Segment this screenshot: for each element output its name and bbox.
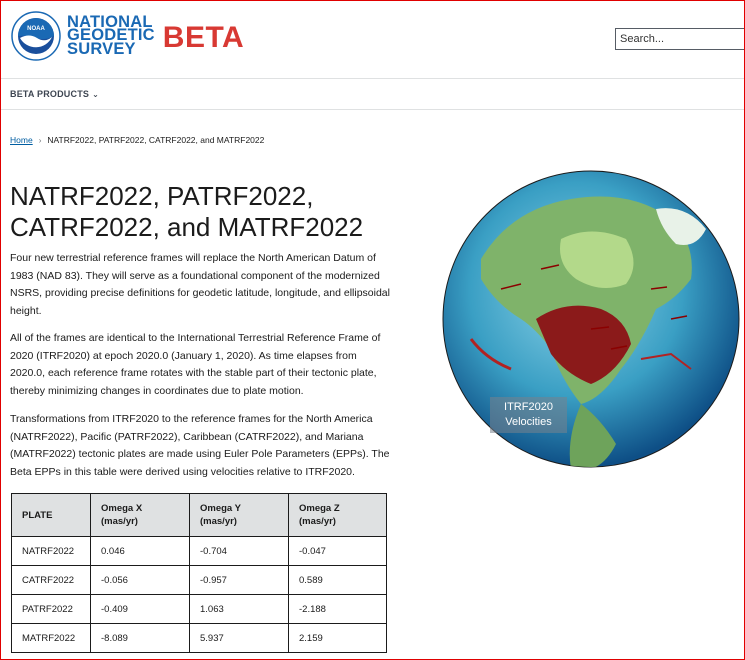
table-cell: -8.089 bbox=[90, 623, 190, 653]
header-omega-x: Omega X (mas/yr) bbox=[90, 493, 190, 537]
table-cell: 0.046 bbox=[90, 536, 190, 566]
search-input[interactable] bbox=[615, 28, 744, 50]
header-unit: (mas/yr) bbox=[200, 516, 237, 527]
site-logo[interactable]: NOAA NATIONAL GEODETIC SURVEY BETA bbox=[11, 11, 244, 61]
table-cell: -0.704 bbox=[189, 536, 289, 566]
breadcrumb: Home › NATRF2022, PATRF2022, CATRF2022, … bbox=[10, 135, 264, 145]
beta-label: BETA bbox=[162, 21, 245, 54]
transformations-paragraph: Transformations from ITRF2020 to the ref… bbox=[10, 413, 390, 478]
header-label: Omega Z bbox=[299, 503, 340, 514]
chevron-right-icon: › bbox=[38, 135, 42, 145]
table-cell: 2.159 bbox=[288, 623, 387, 653]
breadcrumb-current: NATRF2022, PATRF2022, CATRF2022, and MAT… bbox=[47, 135, 265, 145]
table-row: CATRF2022 -0.056 -0.957 0.589 bbox=[11, 565, 387, 595]
header-omega-y: Omega Y (mas/yr) bbox=[189, 493, 289, 537]
header-label: PLATE bbox=[22, 509, 53, 521]
header-plate: PLATE bbox=[11, 493, 91, 537]
table-cell: MATRF2022 bbox=[11, 623, 91, 653]
table-cell: -0.957 bbox=[189, 565, 289, 595]
table-cell: 1.063 bbox=[189, 594, 289, 624]
noaa-seal-icon: NOAA bbox=[11, 11, 61, 61]
table-cell: -0.056 bbox=[90, 565, 190, 595]
chevron-down-icon: ⌄ bbox=[92, 89, 100, 99]
table-cell: NATRF2022 bbox=[11, 536, 91, 566]
table-cell: PATRF2022 bbox=[11, 594, 91, 624]
table-header-row: PLATE Omega X (mas/yr) Omega Y (mas/yr) Om… bbox=[11, 493, 387, 537]
agency-name-line-2: GEODETIC bbox=[67, 26, 155, 45]
nav-item-label: BETA PRODUCTS bbox=[10, 89, 90, 99]
breadcrumb-home-link[interactable]: Home bbox=[10, 135, 33, 145]
globe-caption: ITRF2020 Velocities bbox=[490, 397, 567, 433]
header-label: Omega X bbox=[101, 503, 143, 514]
table-cell: 0.589 bbox=[288, 565, 387, 595]
header-omega-z: Omega Z (mas/yr) bbox=[288, 493, 387, 537]
agency-name-line-3: SURVEY bbox=[67, 39, 136, 58]
frames-paragraph: All of the frames are identical to the I… bbox=[10, 332, 381, 397]
table-cell: 5.937 bbox=[189, 623, 289, 653]
site-header: NOAA NATIONAL GEODETIC SURVEY BETA bbox=[1, 1, 744, 79]
svg-text:NOAA: NOAA bbox=[27, 26, 45, 32]
table-row: NATRF2022 0.046 -0.704 -0.047 bbox=[11, 536, 387, 566]
agency-name-line-1: NATIONAL bbox=[67, 12, 153, 31]
nav-item-beta-products[interactable]: BETA PRODUCTS ⌄ bbox=[10, 89, 99, 99]
intro-paragraph: Four new terrestrial reference frames wi… bbox=[10, 252, 390, 317]
main-nav: BETA PRODUCTS ⌄ bbox=[1, 79, 744, 110]
table-cell: -0.047 bbox=[288, 536, 387, 566]
table-row: MATRF2022 -8.089 5.937 2.159 bbox=[11, 623, 387, 653]
header-label: Omega Y bbox=[200, 503, 242, 514]
page-title: NATRF2022, PATRF2022, CATRF2022, and MAT… bbox=[10, 181, 364, 242]
table-cell: CATRF2022 bbox=[11, 565, 91, 595]
header-unit: (mas/yr) bbox=[101, 516, 138, 527]
table-cell: -0.409 bbox=[90, 594, 190, 624]
euler-pole-table: PLATE Omega X (mas/yr) Omega Y (mas/yr) Om… bbox=[11, 493, 387, 653]
table-cell: -2.188 bbox=[288, 594, 387, 624]
table-row: PATRF2022 -0.409 1.063 -2.188 bbox=[11, 594, 387, 624]
agency-name: NATIONAL GEODETIC SURVEY bbox=[67, 12, 155, 58]
itrf2020-velocity-globe bbox=[442, 170, 740, 468]
header-unit: (mas/yr) bbox=[299, 516, 336, 527]
